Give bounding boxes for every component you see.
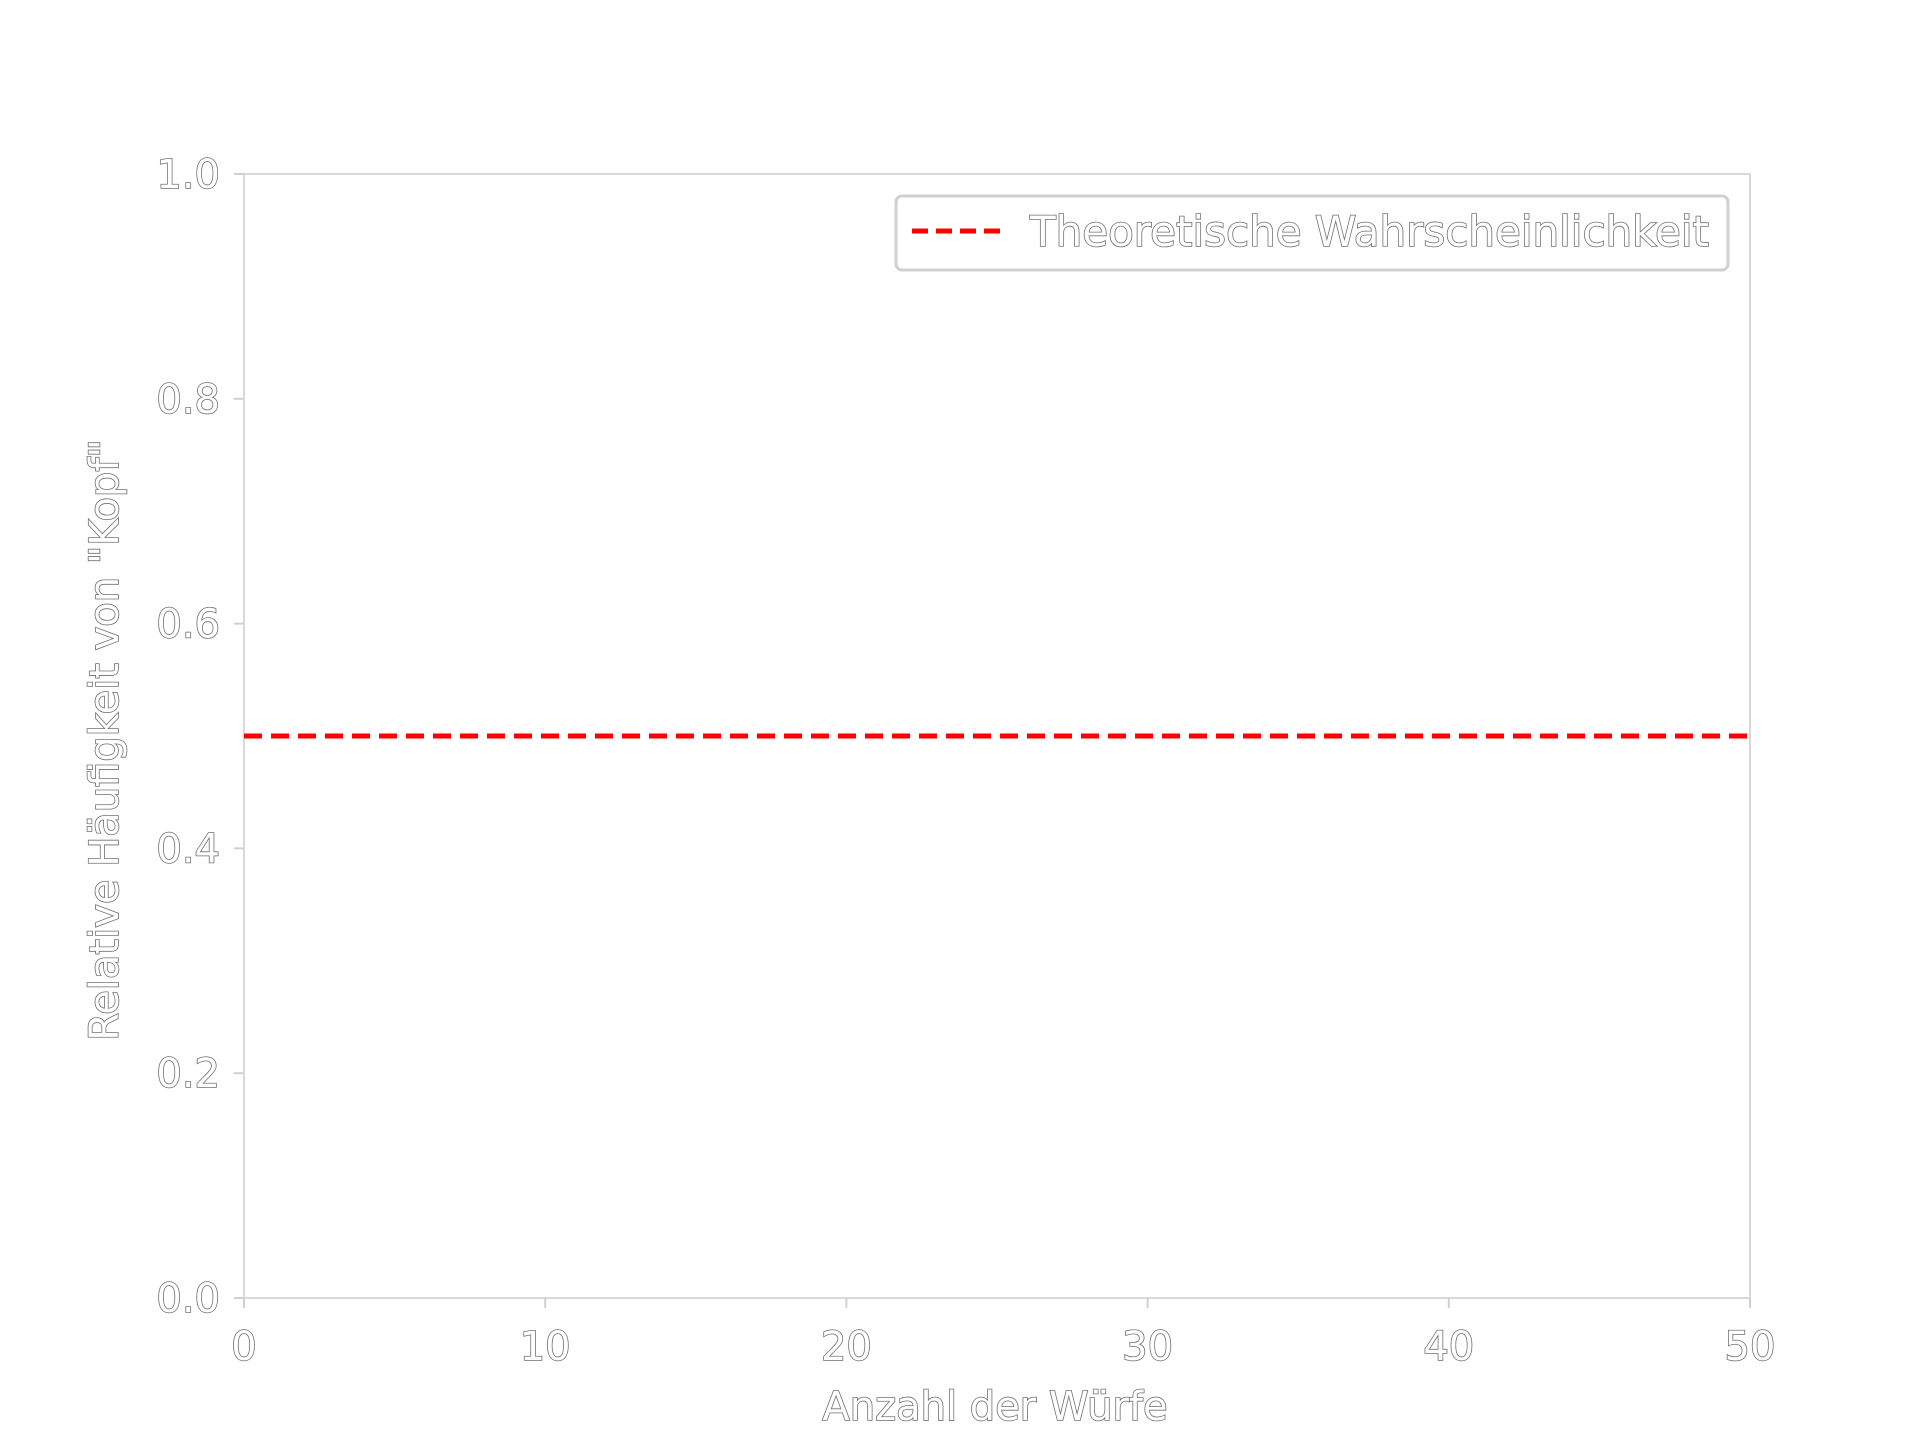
legend-label: Theoretische Wahrscheinlichkeit [1029, 207, 1709, 256]
x-axis-label: Anzahl der Würfe [822, 1384, 1167, 1430]
y-tick-label: 1.0 [156, 152, 220, 198]
x-tick-label: 30 [1122, 1324, 1173, 1370]
legend-box [894, 194, 1730, 272]
x-tick-label: 50 [1725, 1324, 1776, 1370]
y-tick-label: 0.0 [156, 1276, 220, 1322]
legend: Theoretische Wahrscheinlichkeit [894, 194, 1730, 272]
x-tick-label: 0 [231, 1324, 256, 1370]
x-tick-label: 10 [520, 1324, 571, 1370]
x-tick-label: 40 [1423, 1324, 1474, 1370]
y-axis: 0.0 0.2 0.4 0.6 0.8 1.0 [156, 151, 244, 1323]
y-tick-label: 0.6 [156, 602, 220, 648]
y-axis-label: Relative Häufigkeit von "Kopf" [82, 439, 128, 1041]
y-tick-label: 0.2 [156, 1051, 220, 1097]
y-tick-label: 0.4 [156, 826, 220, 872]
y-tick-label: 0.8 [156, 377, 220, 423]
x-axis: 0 10 20 30 40 50 [230, 1298, 1776, 1371]
x-tick-label: 20 [821, 1324, 872, 1370]
